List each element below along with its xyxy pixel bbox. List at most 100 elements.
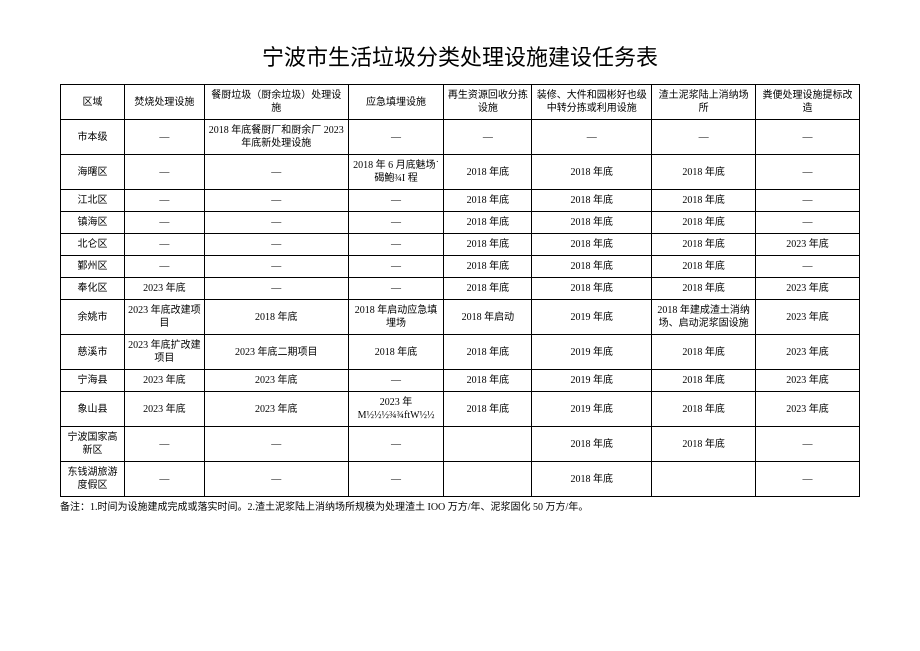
cell-c5: 2018 年底 — [532, 234, 652, 256]
cell-c3: 2018 年 6 月底魅场˙碣鮑¾I 程 — [348, 155, 444, 190]
cell-c7: — — [756, 120, 860, 155]
cell-c3: — — [348, 462, 444, 497]
cell-c1: — — [124, 120, 204, 155]
table-row: 镇海区———2018 年底2018 年底2018 年底— — [61, 212, 860, 234]
cell-c6: 2018 年底 — [652, 212, 756, 234]
table-row: 象山县2023 年底2023 年底2023 年M½½½¾¾ftW½½2018 年… — [61, 392, 860, 427]
page-title: 宁波市生活垃圾分类处理设施建设任务表 — [60, 40, 860, 72]
cell-region: 海曙区 — [61, 155, 125, 190]
cell-c3: 2018 年启动应急填埋场 — [348, 300, 444, 335]
cell-c2: 2023 年底二期项目 — [204, 335, 348, 370]
cell-c5: 2018 年底 — [532, 190, 652, 212]
cell-c7: 2023 年底 — [756, 392, 860, 427]
cell-c6: 2018 年底 — [652, 370, 756, 392]
cell-c1: — — [124, 155, 204, 190]
table-row: 海曙区——2018 年 6 月底魅场˙碣鮑¾I 程2018 年底2018 年底2… — [61, 155, 860, 190]
header-row: 区域 焚烧处理设施 餐厨垃圾（厨余垃圾）处理设施 应急填埋设施 再生资源回收分拣… — [61, 85, 860, 120]
cell-c1: — — [124, 234, 204, 256]
cell-c5: 2019 年底 — [532, 335, 652, 370]
cell-c5: 2019 年底 — [532, 300, 652, 335]
cell-c1: 2023 年底 — [124, 370, 204, 392]
cell-region: 鄞州区 — [61, 256, 125, 278]
header-c4: 再生资源回收分拣设施 — [444, 85, 532, 120]
cell-c5: — — [532, 120, 652, 155]
cell-c2: — — [204, 256, 348, 278]
cell-c4: 2018 年启动 — [444, 300, 532, 335]
table-row: 宁波国家高新区———2018 年底2018 年底— — [61, 427, 860, 462]
cell-c4: — — [444, 120, 532, 155]
cell-c3: 2023 年M½½½¾¾ftW½½ — [348, 392, 444, 427]
table-row: 北仑区———2018 年底2018 年底2018 年底2023 年底 — [61, 234, 860, 256]
cell-c3: — — [348, 278, 444, 300]
cell-c6: 2018 年底 — [652, 234, 756, 256]
cell-c5: 2018 年底 — [532, 256, 652, 278]
cell-c4: 2018 年底 — [444, 256, 532, 278]
cell-c4 — [444, 427, 532, 462]
cell-c6: 2018 年底 — [652, 155, 756, 190]
cell-c6: 2018 年底 — [652, 392, 756, 427]
table-row: 奉化区2023 年底——2018 年底2018 年底2018 年底2023 年底 — [61, 278, 860, 300]
cell-c2: 2023 年底 — [204, 392, 348, 427]
cell-c2: — — [204, 155, 348, 190]
cell-c7: — — [756, 256, 860, 278]
cell-c3: — — [348, 212, 444, 234]
cell-c2: 2018 年底 — [204, 300, 348, 335]
cell-c6: 2018 年底 — [652, 190, 756, 212]
header-c7: 粪便处理设施提标改造 — [756, 85, 860, 120]
cell-c5: 2018 年底 — [532, 212, 652, 234]
cell-c4: 2018 年底 — [444, 212, 532, 234]
cell-c3: — — [348, 427, 444, 462]
cell-c2: — — [204, 462, 348, 497]
cell-c2: — — [204, 190, 348, 212]
cell-c1: — — [124, 427, 204, 462]
cell-c4: 2018 年底 — [444, 278, 532, 300]
cell-c7: 2023 年底 — [756, 370, 860, 392]
cell-c7: 2023 年底 — [756, 300, 860, 335]
cell-region: 奉化区 — [61, 278, 125, 300]
cell-c7: 2023 年底 — [756, 335, 860, 370]
cell-c7: — — [756, 190, 860, 212]
cell-c1: — — [124, 212, 204, 234]
header-c1: 焚烧处理设施 — [124, 85, 204, 120]
header-c3: 应急填埋设施 — [348, 85, 444, 120]
cell-region: 镇海区 — [61, 212, 125, 234]
table-row: 东钱湖旅游度假区———2018 年底— — [61, 462, 860, 497]
cell-c4: 2018 年底 — [444, 155, 532, 190]
cell-c1: 2023 年底扩改建项目 — [124, 335, 204, 370]
cell-c1: 2023 年底 — [124, 392, 204, 427]
header-c2: 餐厨垃圾（厨余垃圾）处理设施 — [204, 85, 348, 120]
tasks-table: 区域 焚烧处理设施 餐厨垃圾（厨余垃圾）处理设施 应急填埋设施 再生资源回收分拣… — [60, 84, 860, 497]
cell-c2: 2023 年底 — [204, 370, 348, 392]
cell-region: 宁波国家高新区 — [61, 427, 125, 462]
footnote: 备注：1.时间为设施建成完成或落实时间。2.渣土泥浆陆上消纳场所规模为处理渣土 … — [60, 501, 860, 515]
cell-c1: — — [124, 462, 204, 497]
cell-c3: — — [348, 256, 444, 278]
table-row: 江北区———2018 年底2018 年底2018 年底— — [61, 190, 860, 212]
table-row: 宁海县2023 年底2023 年底—2018 年底2019 年底2018 年底2… — [61, 370, 860, 392]
cell-c5: 2018 年底 — [532, 462, 652, 497]
cell-c7: — — [756, 155, 860, 190]
cell-c7: — — [756, 462, 860, 497]
cell-c1: — — [124, 190, 204, 212]
cell-region: 慈溪市 — [61, 335, 125, 370]
cell-c3: — — [348, 234, 444, 256]
cell-c5: 2019 年底 — [532, 370, 652, 392]
cell-c4: 2018 年底 — [444, 190, 532, 212]
cell-region: 余姚市 — [61, 300, 125, 335]
cell-region: 象山县 — [61, 392, 125, 427]
cell-c7: 2023 年底 — [756, 234, 860, 256]
table-row: 鄞州区———2018 年底2018 年底2018 年底— — [61, 256, 860, 278]
cell-c6: 2018 年建成渣土消纳场、启动泥浆固设施 — [652, 300, 756, 335]
cell-c6 — [652, 462, 756, 497]
cell-c1: — — [124, 256, 204, 278]
cell-c2: — — [204, 278, 348, 300]
cell-region: 江北区 — [61, 190, 125, 212]
cell-c1: 2023 年底改建项目 — [124, 300, 204, 335]
cell-region: 东钱湖旅游度假区 — [61, 462, 125, 497]
cell-c2: — — [204, 234, 348, 256]
cell-region: 市本级 — [61, 120, 125, 155]
table-row: 慈溪市2023 年底扩改建项目2023 年底二期项目2018 年底2018 年底… — [61, 335, 860, 370]
cell-c4 — [444, 462, 532, 497]
cell-c6: 2018 年底 — [652, 335, 756, 370]
cell-c2: — — [204, 427, 348, 462]
